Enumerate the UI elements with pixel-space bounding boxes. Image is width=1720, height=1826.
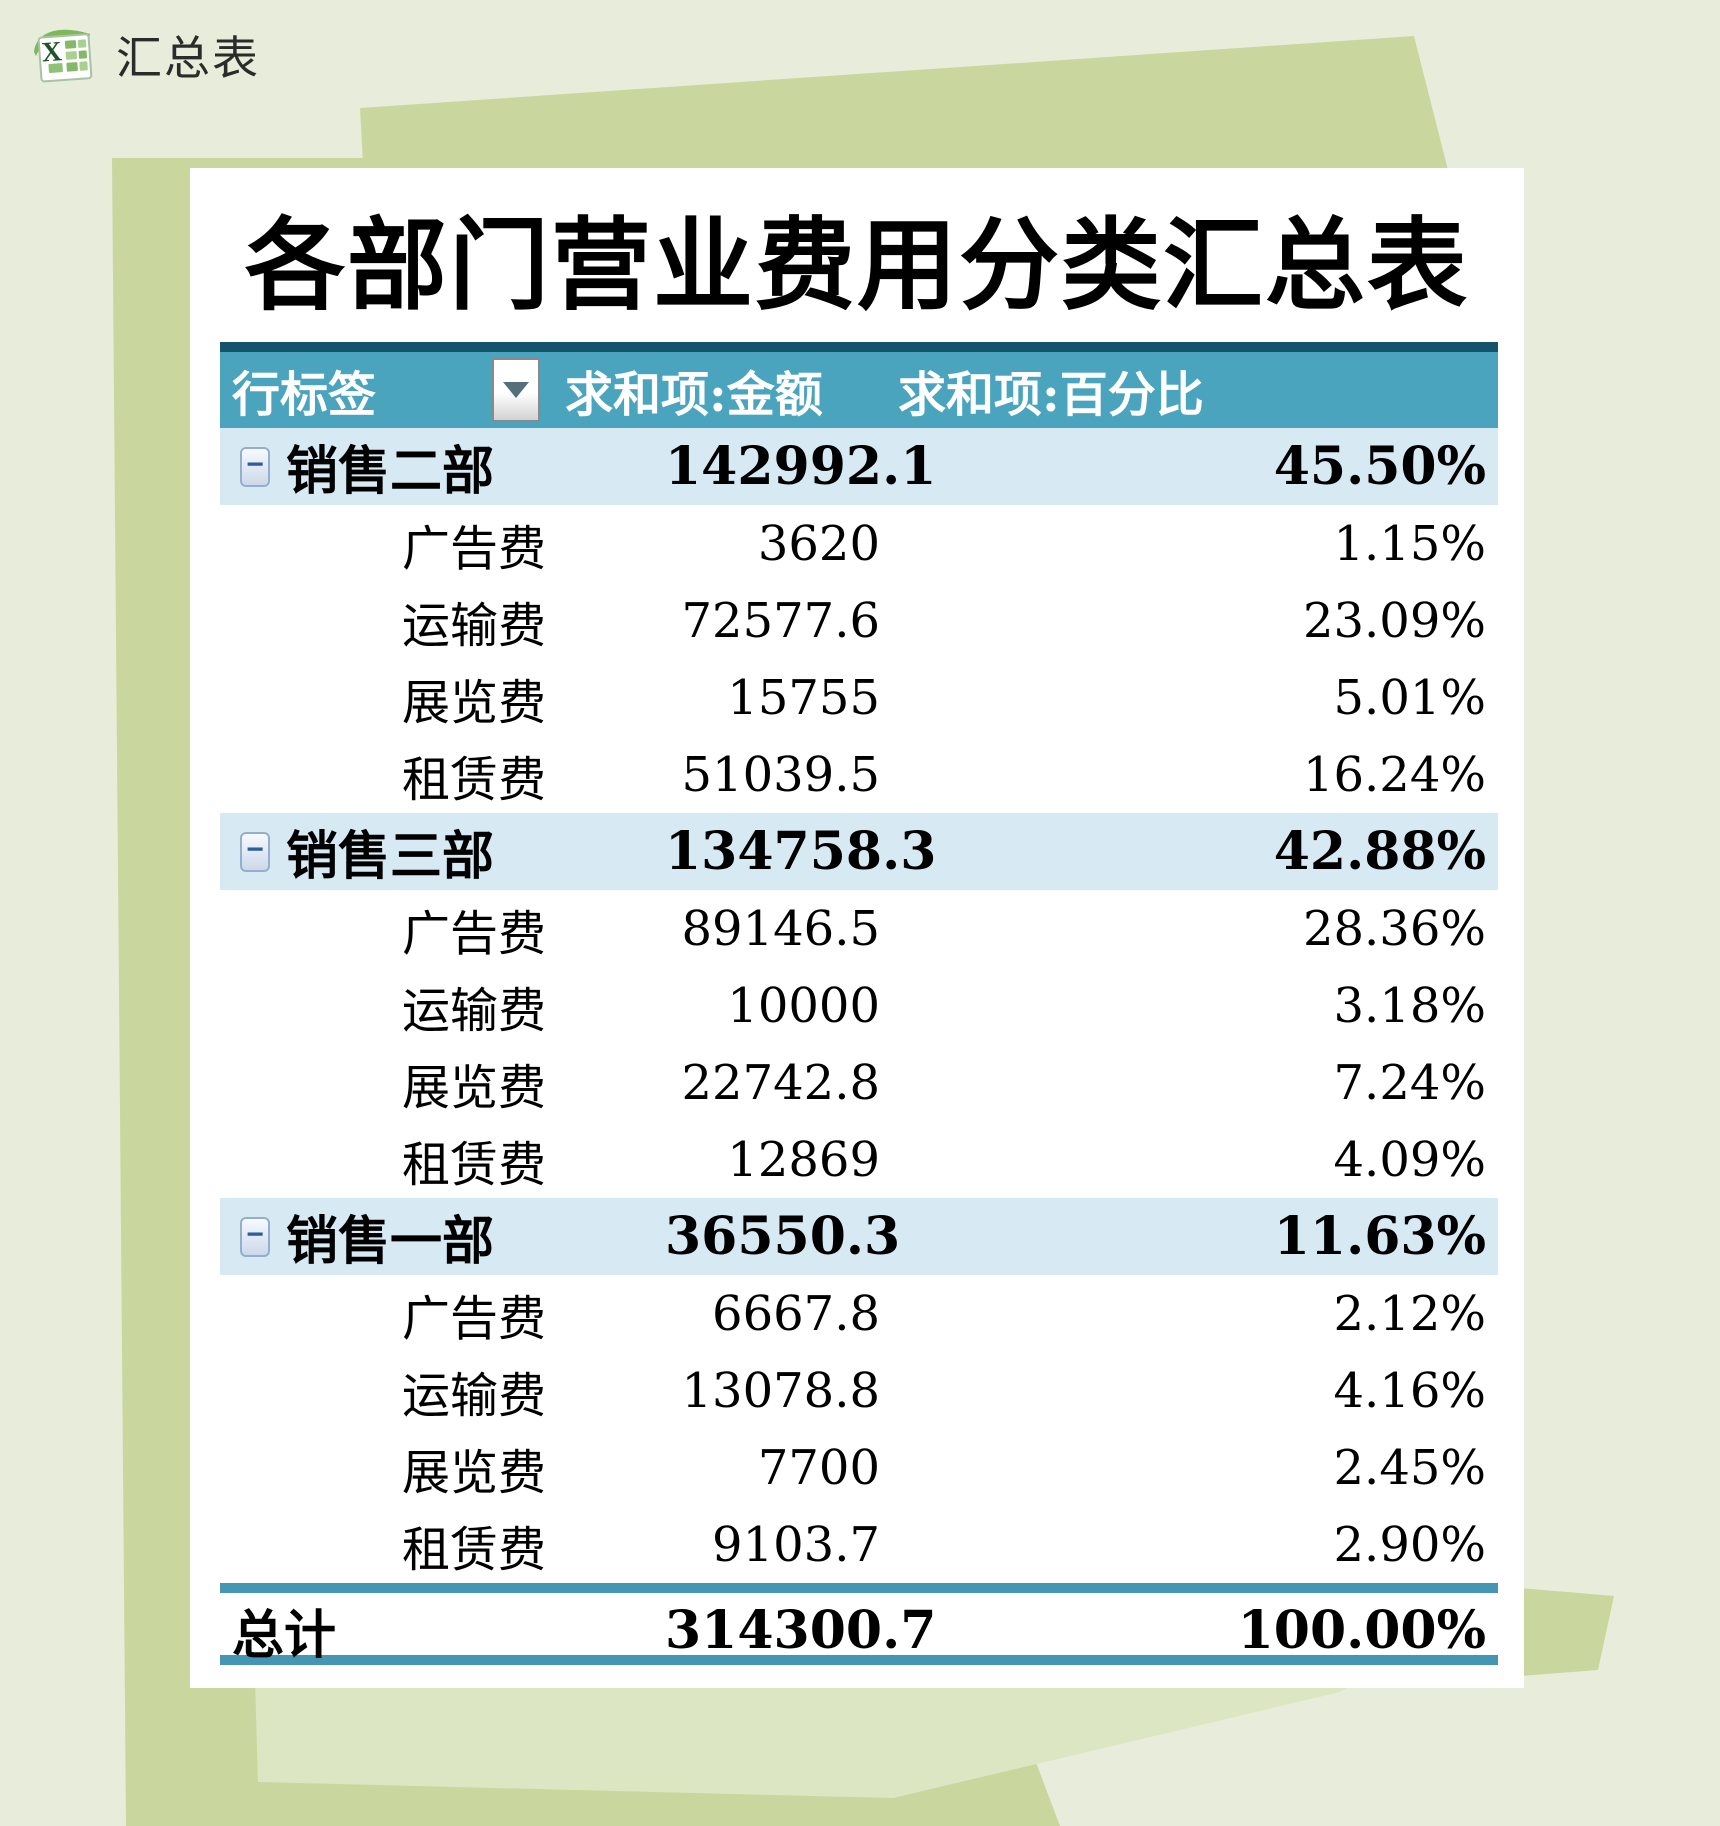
item-percent[interactable]: 2.90% xyxy=(1333,1516,1486,1573)
filter-dropdown-button[interactable] xyxy=(492,358,540,422)
header-row-labels[interactable]: 行标签 xyxy=(232,367,377,423)
total-label[interactable]: 总计 xyxy=(232,1605,337,1666)
item-amount[interactable]: 89146.5 xyxy=(681,900,881,957)
worksheet-card: 各部门营业费用分类汇总表 行标签 求和项:金额 求和项:百分比 − 销售二部 1… xyxy=(190,168,1524,1688)
item-amount[interactable]: 72577.6 xyxy=(681,592,881,649)
item-percent[interactable]: 2.45% xyxy=(1333,1439,1486,1496)
item-amount[interactable]: 3620 xyxy=(757,515,880,572)
item-name[interactable]: 广告费 xyxy=(402,1290,547,1347)
group-row: − 销售一部 36550.3 11.63% xyxy=(220,1198,1498,1275)
item-percent[interactable]: 4.09% xyxy=(1333,1131,1486,1188)
item-percent[interactable]: 28.36% xyxy=(1302,900,1486,957)
collapse-button[interactable]: − xyxy=(240,1216,270,1257)
item-amount[interactable]: 51039.5 xyxy=(681,746,881,803)
item-percent[interactable]: 4.16% xyxy=(1333,1362,1486,1419)
item-amount[interactable]: 7700 xyxy=(757,1439,880,1496)
item-percent[interactable]: 23.09% xyxy=(1302,592,1486,649)
item-percent[interactable]: 1.15% xyxy=(1333,515,1486,572)
group-amount[interactable]: 142992.1 xyxy=(665,436,937,497)
item-name[interactable]: 展览费 xyxy=(402,1059,547,1116)
group-amount[interactable]: 134758.3 xyxy=(665,821,937,882)
item-amount[interactable]: 22742.8 xyxy=(681,1054,881,1111)
detail-row: 广告费 6667.8 2.12% xyxy=(220,1275,1498,1352)
chevron-down-icon xyxy=(503,382,529,398)
detail-row: 运输费 13078.8 4.16% xyxy=(220,1352,1498,1429)
header-amount[interactable]: 求和项:金额 xyxy=(565,367,823,423)
collapse-button[interactable]: − xyxy=(240,831,270,872)
item-percent[interactable]: 3.18% xyxy=(1333,977,1486,1034)
detail-row: 租赁费 12869 4.09% xyxy=(220,1121,1498,1198)
item-name[interactable]: 租赁费 xyxy=(402,751,547,808)
pivot-table: 行标签 求和项:金额 求和项:百分比 − 销售二部 142992.1 45.50… xyxy=(220,342,1498,1666)
group-percent[interactable]: 11.63% xyxy=(1273,1206,1486,1267)
header-percent[interactable]: 求和项:百分比 xyxy=(898,367,1204,423)
group-row: − 销售三部 134758.3 42.88% xyxy=(220,813,1498,890)
item-amount[interactable]: 13078.8 xyxy=(681,1362,881,1419)
header-top-border xyxy=(220,342,1498,352)
detail-row: 运输费 10000 3.18% xyxy=(220,967,1498,1044)
grand-total-row: 总计 314300.7 100.00% xyxy=(220,1583,1498,1666)
item-name[interactable]: 租赁费 xyxy=(402,1136,547,1193)
minus-icon: − xyxy=(246,832,264,866)
item-amount[interactable]: 10000 xyxy=(727,977,880,1034)
sheet-tab-label: 汇总表 xyxy=(116,32,260,84)
detail-row: 展览费 22742.8 7.24% xyxy=(220,1044,1498,1121)
item-amount[interactable]: 15755 xyxy=(727,669,880,726)
group-name[interactable]: 销售三部 xyxy=(286,826,495,887)
item-name[interactable]: 租赁费 xyxy=(402,1521,547,1578)
item-percent[interactable]: 5.01% xyxy=(1333,669,1486,726)
item-percent[interactable]: 7.24% xyxy=(1333,1054,1486,1111)
item-name[interactable]: 广告费 xyxy=(402,520,547,577)
excel-icon: X xyxy=(34,29,93,83)
total-amount[interactable]: 314300.7 xyxy=(665,1600,937,1661)
group-amount[interactable]: 36550.3 xyxy=(665,1206,901,1267)
group-percent[interactable]: 42.88% xyxy=(1273,821,1486,882)
page-title: 各部门营业费用分类汇总表 xyxy=(245,205,1469,324)
detail-row: 租赁费 51039.5 16.24% xyxy=(220,736,1498,813)
item-amount[interactable]: 6667.8 xyxy=(712,1285,880,1342)
detail-row: 广告费 3620 1.15% xyxy=(220,505,1498,582)
detail-row: 广告费 89146.5 28.36% xyxy=(220,890,1498,967)
item-amount[interactable]: 9103.7 xyxy=(712,1516,880,1573)
detail-row: 租赁费 9103.7 2.90% xyxy=(220,1506,1498,1583)
item-name[interactable]: 展览费 xyxy=(402,1444,547,1501)
item-name[interactable]: 运输费 xyxy=(402,1367,547,1424)
window-titlebar: X 汇总表 xyxy=(28,20,260,90)
item-name[interactable]: 运输费 xyxy=(402,597,547,654)
collapse-button[interactable]: − xyxy=(240,446,270,487)
detail-row: 展览费 7700 2.45% xyxy=(220,1429,1498,1506)
item-name[interactable]: 运输费 xyxy=(402,982,547,1039)
item-name[interactable]: 展览费 xyxy=(402,674,547,731)
group-row: − 销售二部 142992.1 45.50% xyxy=(220,428,1498,505)
detail-row: 运输费 72577.6 23.09% xyxy=(220,582,1498,659)
item-name[interactable]: 广告费 xyxy=(402,905,547,962)
item-percent[interactable]: 16.24% xyxy=(1302,746,1486,803)
group-name[interactable]: 销售二部 xyxy=(286,441,495,502)
group-name[interactable]: 销售一部 xyxy=(286,1211,495,1272)
item-amount[interactable]: 12869 xyxy=(727,1131,880,1188)
total-percent[interactable]: 100.00% xyxy=(1237,1600,1486,1661)
detail-row: 展览费 15755 5.01% xyxy=(220,659,1498,736)
minus-icon: − xyxy=(246,447,264,481)
item-percent[interactable]: 2.12% xyxy=(1333,1285,1486,1342)
minus-icon: − xyxy=(246,1217,264,1251)
svg-text:X: X xyxy=(41,36,63,68)
group-percent[interactable]: 45.50% xyxy=(1273,436,1486,497)
pivot-header-row: 行标签 求和项:金额 求和项:百分比 xyxy=(220,352,1498,428)
